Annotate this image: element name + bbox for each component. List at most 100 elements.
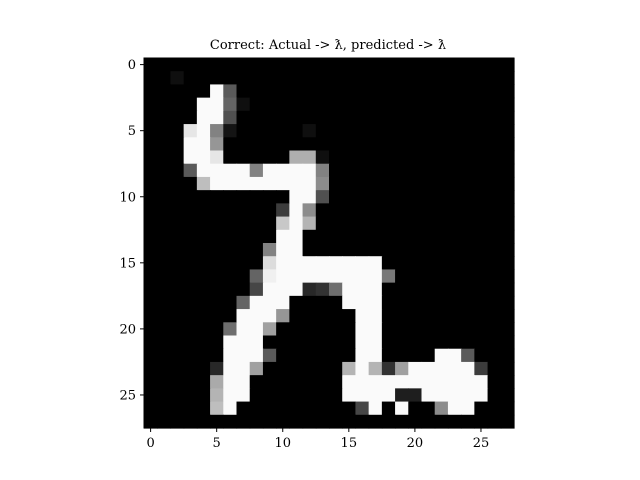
heatmap-cell [144, 348, 158, 363]
heatmap-cell [210, 124, 224, 138]
heatmap-cell [487, 388, 502, 403]
heatmap-cell [421, 269, 436, 284]
heatmap-cell [421, 58, 436, 72]
heatmap-cell [487, 216, 502, 231]
heatmap-cell [210, 269, 224, 284]
heatmap-cell [474, 190, 489, 204]
heatmap-cell [315, 71, 330, 86]
heatmap-cell [144, 256, 158, 271]
heatmap-cell [289, 124, 304, 138]
heatmap-cell [434, 414, 449, 429]
heatmap-cell [500, 361, 515, 376]
heatmap-cell [144, 163, 158, 178]
heatmap-cell [157, 295, 172, 310]
heatmap-cell [262, 375, 277, 389]
heatmap-cell [315, 282, 330, 297]
heatmap-cell [342, 124, 357, 138]
heatmap-cell [157, 84, 172, 99]
heatmap-cell [500, 335, 515, 350]
heatmap-cell [223, 229, 238, 244]
heatmap-cell [408, 163, 423, 178]
heatmap-cell [329, 388, 343, 403]
heatmap-cell [262, 229, 277, 244]
heatmap-cell [447, 243, 462, 257]
heatmap-cell [474, 176, 489, 191]
heatmap-cell [223, 322, 238, 337]
heatmap-cell [315, 58, 330, 72]
heatmap-cell [249, 229, 264, 244]
chart-title: Correct: Actual -> ƛ, predicted -> ƛ [210, 38, 446, 53]
heatmap-cell [487, 58, 502, 72]
heatmap-cell [249, 243, 264, 257]
heatmap-cell [210, 84, 224, 99]
heatmap-cell [223, 375, 238, 389]
heatmap-cell [434, 256, 449, 271]
heatmap-cell [381, 243, 396, 257]
heatmap-cell [236, 110, 251, 125]
heatmap-cell [157, 137, 172, 152]
heatmap-cell [196, 295, 211, 310]
heatmap-cell [434, 110, 449, 125]
heatmap-cell [500, 256, 515, 271]
heatmap-cell [183, 124, 198, 138]
heatmap-cell [315, 124, 330, 138]
heatmap-cell [236, 335, 251, 350]
heatmap-cell [342, 348, 357, 363]
heatmap-cell [302, 388, 317, 403]
heatmap-cell [183, 335, 198, 350]
heatmap-cell [368, 401, 383, 416]
heatmap-cell [302, 163, 317, 178]
heatmap-cell [223, 335, 238, 350]
heatmap-cell [355, 375, 370, 389]
heatmap-cell [262, 295, 277, 310]
heatmap-cell [210, 309, 224, 323]
heatmap-cell [223, 388, 238, 403]
heatmap-cell [170, 97, 185, 112]
heatmap-cell [223, 71, 238, 86]
heatmap-cell [381, 269, 396, 284]
heatmap-cell [276, 295, 290, 310]
heatmap-cell [368, 256, 383, 271]
heatmap-cell [289, 229, 304, 244]
heatmap-cell [223, 150, 238, 165]
heatmap-cell [395, 203, 409, 218]
heatmap-cell [474, 137, 489, 152]
heatmap-cell [487, 401, 502, 416]
heatmap-cell [223, 269, 238, 284]
heatmap-cell [302, 58, 317, 72]
heatmap-cell [368, 269, 383, 284]
heatmap-cell [144, 58, 158, 72]
heatmap-cell [170, 176, 185, 191]
heatmap-cell [183, 388, 198, 403]
heatmap-cell [487, 97, 502, 112]
heatmap-cell [461, 375, 475, 389]
heatmap-cell [395, 243, 409, 257]
heatmap-cell [289, 58, 304, 72]
heatmap-cell [329, 375, 343, 389]
heatmap-cell [183, 348, 198, 363]
heatmap-cell [170, 322, 185, 337]
heatmap-cell [144, 137, 158, 152]
heatmap-cell [381, 322, 396, 337]
heatmap-cell [210, 229, 224, 244]
heatmap-cell [276, 309, 290, 323]
heatmap-cell [408, 295, 423, 310]
heatmap-cell [500, 388, 515, 403]
heatmap-cell [210, 97, 224, 112]
heatmap-cell [461, 256, 475, 271]
heatmap-cell [395, 150, 409, 165]
x-axis: 0 5 10 15 20 25 [146, 428, 489, 451]
heatmap-cell [381, 137, 396, 152]
heatmap-cell [249, 309, 264, 323]
heatmap-cell [447, 295, 462, 310]
heatmap-cell [368, 124, 383, 138]
heatmap-cell [262, 137, 277, 152]
heatmap-cell [408, 361, 423, 376]
y-tick-label: 20 [119, 322, 136, 337]
heatmap-cell [395, 97, 409, 112]
heatmap-cell [249, 216, 264, 231]
heatmap-cell [289, 309, 304, 323]
heatmap-cell [249, 282, 264, 297]
heatmap-cell [342, 216, 357, 231]
